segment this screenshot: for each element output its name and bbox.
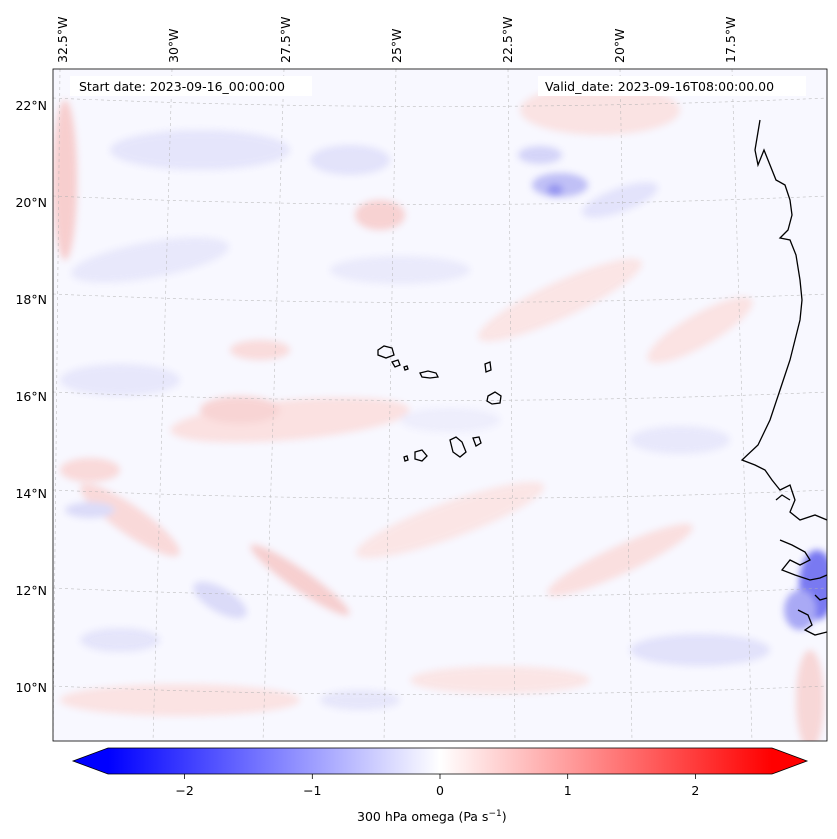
lat-label-3: 16°N (15, 389, 47, 404)
lat-label-2: 18°N (15, 292, 47, 307)
colorbar-label: 300 hPa omega (Pa s−1) (357, 809, 507, 824)
lon-label-5: 20°W (612, 28, 627, 63)
colorbar: −2 −1 0 1 2 300 hPa omega (Pa s−1) (71, 747, 809, 824)
omega-field (53, 69, 827, 741)
colorbar-tick-label: −1 (303, 783, 321, 798)
colorbar-body (108, 748, 772, 774)
lon-label-3: 25°W (389, 28, 404, 63)
colorbar-tick-label: 0 (436, 783, 444, 798)
lat-label-4: 14°N (15, 486, 47, 501)
lon-label-6: 17.5°W (723, 17, 738, 63)
colorbar-max-extend (772, 748, 807, 774)
latitude-labels: 22°N 20°N 18°N 16°N 14°N 12°N 10°N (15, 98, 47, 695)
valid-date-label: Valid_date: 2023-09-16T08:00:00.00 (545, 79, 774, 94)
lon-label-2: 27.5°W (278, 17, 293, 63)
valid-date-box (538, 76, 806, 96)
gridlines (53, 69, 827, 741)
map-frame (52, 68, 828, 742)
colorbar-outline (71, 747, 809, 775)
longitude-labels: 32.5°W 30°W 27.5°W 25°W 22.5°W 20°W 17.5… (55, 17, 738, 63)
lat-label-0: 22°N (15, 98, 47, 113)
lat-label-5: 12°N (15, 583, 47, 598)
lon-label-1: 30°W (166, 28, 181, 63)
africa-coastline (740, 119, 827, 521)
colorbar-tick-label: 2 (691, 783, 699, 798)
lon-label-0: 32.5°W (55, 17, 70, 63)
colorbar-tick-label: 1 (564, 783, 572, 798)
lat-label-6: 10°N (15, 680, 47, 695)
cape-verde-islands (377, 345, 502, 462)
colorbar-min-extend (73, 748, 108, 774)
coastline (740, 119, 827, 636)
lat-label-1: 20°N (15, 195, 47, 210)
colorbar-ticks: −2 −1 0 1 2 (175, 774, 699, 798)
lon-label-4: 22.5°W (500, 17, 515, 63)
colorbar-tick-label: −2 (175, 783, 193, 798)
start-date-label: Start date: 2023-09-16_00:00:00 (79, 79, 285, 94)
start-date-box (70, 76, 312, 96)
